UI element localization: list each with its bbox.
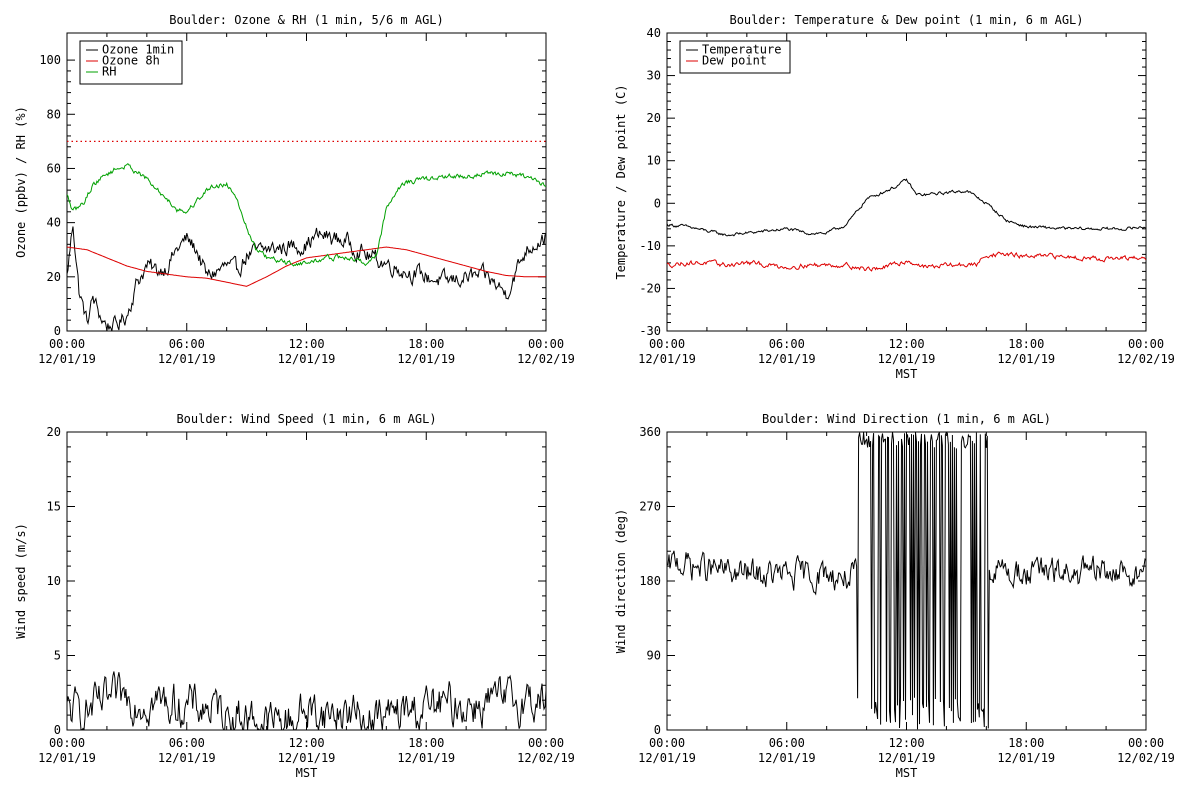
chart-title: Boulder: Wind Direction (1 min, 6 m AGL) (762, 412, 1051, 426)
x-tick-label-date: 12/01/19 (397, 352, 455, 366)
x-tick-label-date: 12/01/19 (278, 751, 336, 765)
series-line-data (667, 432, 1146, 730)
x-tick-label-date: 12/01/19 (997, 352, 1055, 366)
x-axis-label: MST (296, 766, 318, 780)
x-tick-label-time: 18:00 (408, 337, 444, 351)
x-tick-label-time: 18:00 (408, 736, 444, 750)
y-tick-label: 0 (654, 196, 661, 210)
x-tick-label-time: 00:00 (649, 337, 685, 351)
series-line-dew-point (667, 251, 1146, 272)
x-axis-label: MST (896, 766, 918, 780)
legend-label: RH (102, 65, 116, 79)
x-tick-label-time: 06:00 (769, 736, 805, 750)
y-tick-label: 0 (54, 324, 61, 338)
x-tick-label-date: 12/01/19 (278, 352, 336, 366)
chart-title: Boulder: Temperature & Dew point (1 min,… (729, 13, 1083, 27)
legend-box (79, 40, 183, 85)
y-tick-label: 0 (54, 723, 61, 737)
y-tick-label: 30 (647, 69, 661, 83)
y-axis-label: Wind speed (m/s) (14, 523, 28, 639)
x-tick-label-date: 12/01/19 (997, 751, 1055, 765)
legend-label: Temperature (702, 43, 781, 57)
x-tick-label-date: 12/01/19 (758, 751, 816, 765)
y-tick-label: 270 (639, 500, 661, 514)
y-tick-label: 15 (47, 500, 61, 514)
series-line-data (67, 671, 546, 730)
y-tick-label: 20 (47, 270, 61, 284)
legend-label: Ozone 1min (102, 43, 174, 57)
x-tick-label-date: 12/01/19 (397, 751, 455, 765)
series-line-temperature (667, 178, 1146, 237)
x-tick-label-time: 06:00 (169, 736, 205, 750)
x-axis-label: MST (896, 367, 918, 381)
x-tick-label-date: 12/02/19 (517, 751, 575, 765)
x-tick-label-time: 00:00 (1128, 736, 1164, 750)
x-tick-label-time: 06:00 (169, 337, 205, 351)
legend-label: Ozone 8h (102, 54, 160, 68)
chart-panel-2: Boulder: Temperature & Dew point (1 min,… (614, 13, 1175, 381)
x-tick-label-time: 00:00 (528, 337, 564, 351)
legend-label: Dew point (702, 54, 767, 68)
x-tick-label-date: 12/02/19 (1117, 352, 1175, 366)
x-tick-label-date: 12/02/19 (517, 352, 575, 366)
y-tick-label: 180 (639, 574, 661, 588)
plot-frame (66, 431, 547, 731)
y-tick-label: 0 (654, 723, 661, 737)
y-tick-label: -10 (639, 239, 661, 253)
x-tick-label-date: 12/01/19 (38, 352, 96, 366)
y-axis-label: Wind direction (deg) (614, 509, 628, 654)
x-tick-label-time: 12:00 (288, 337, 324, 351)
x-tick-label-time: 12:00 (888, 337, 924, 351)
x-tick-label-time: 18:00 (1008, 337, 1044, 351)
y-tick-label: 10 (47, 574, 61, 588)
y-tick-label: 80 (47, 107, 61, 121)
y-axis-label: Temperature / Dew point (C) (614, 84, 628, 279)
y-axis-label: Ozone (ppbv) / RH (%) (14, 106, 28, 258)
y-tick-label: 90 (647, 649, 661, 663)
x-tick-label-time: 06:00 (769, 337, 805, 351)
y-tick-label: 100 (39, 53, 61, 67)
x-tick-label-date: 12/01/19 (158, 352, 216, 366)
series-line-ozone-1min (67, 226, 546, 331)
plot-frame (666, 32, 1147, 332)
x-tick-label-date: 12/02/19 (1117, 751, 1175, 765)
y-tick-label: 5 (54, 649, 61, 663)
x-tick-label-date: 12/01/19 (158, 751, 216, 765)
y-tick-label: 40 (47, 216, 61, 230)
x-tick-label-date: 12/01/19 (878, 352, 936, 366)
series-line-rh (67, 162, 546, 267)
x-tick-label-time: 00:00 (49, 337, 85, 351)
y-tick-label: 360 (639, 425, 661, 439)
x-tick-label-time: 00:00 (649, 736, 685, 750)
x-tick-label-time: 00:00 (49, 736, 85, 750)
x-tick-label-date: 12/01/19 (638, 751, 696, 765)
x-tick-label-date: 12/01/19 (638, 352, 696, 366)
chart-title: Boulder: Ozone & RH (1 min, 5/6 m AGL) (169, 13, 444, 27)
y-tick-label: -30 (639, 324, 661, 338)
y-tick-label: 60 (47, 161, 61, 175)
x-tick-label-time: 00:00 (1128, 337, 1164, 351)
series-line-ozone-8h (67, 246, 546, 287)
chart-title: Boulder: Wind Speed (1 min, 6 m AGL) (176, 412, 436, 426)
y-tick-label: -20 (639, 281, 661, 295)
chart-panel-1: Boulder: Ozone & RH (1 min, 5/6 m AGL) 0 2… (14, 13, 575, 366)
x-tick-label-time: 12:00 (288, 736, 324, 750)
y-tick-label: 20 (47, 425, 61, 439)
x-tick-label-time: 12:00 (888, 736, 924, 750)
x-tick-label-date: 12/01/19 (758, 352, 816, 366)
y-tick-label: 20 (647, 111, 661, 125)
x-tick-label-date: 12/01/19 (38, 751, 96, 765)
legend-box (679, 40, 791, 74)
x-tick-label-time: 18:00 (1008, 736, 1044, 750)
y-tick-label: 40 (647, 26, 661, 40)
chart-panel-3: Boulder: Wind Speed (1 min, 6 m AGL) 0 5 10… (14, 412, 575, 780)
x-tick-label-date: 12/01/19 (878, 751, 936, 765)
chart-panel-4: Boulder: Wind Direction (1 min, 6 m AGL)… (614, 412, 1175, 780)
x-tick-label-time: 00:00 (528, 736, 564, 750)
y-tick-label: 10 (647, 154, 661, 168)
